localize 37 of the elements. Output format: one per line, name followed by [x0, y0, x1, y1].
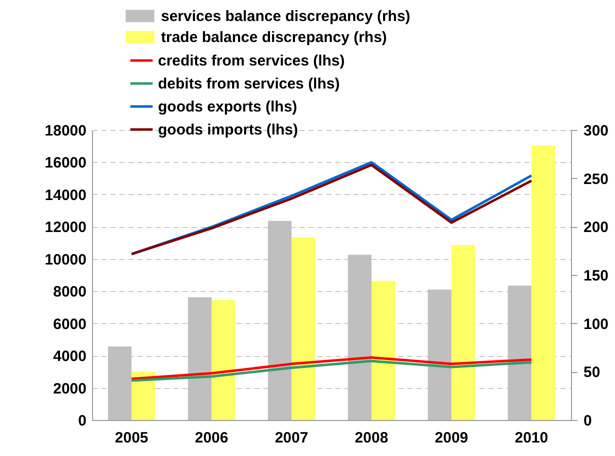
bar: [132, 372, 156, 420]
legend-label: debits from services (lhs): [158, 76, 340, 92]
x-tick-label: 2008: [354, 430, 388, 446]
y-tick-label: 6000: [53, 316, 86, 333]
y2-tick-label: 50: [584, 364, 600, 382]
x-tick-label: 2007: [274, 430, 308, 446]
y-tick-label: 0: [78, 412, 86, 430]
y-tick-label: 12000: [44, 219, 86, 236]
y-tick-label: 8000: [53, 284, 86, 301]
x-tick-label: 2006: [194, 430, 228, 446]
y-tick-label: 4000: [53, 348, 86, 366]
line-series: [130, 360, 533, 382]
bar: [451, 245, 476, 420]
y2-tick-label: 0: [584, 412, 592, 430]
bar: [292, 237, 316, 420]
x-tick-label: 2010: [514, 430, 548, 446]
line-series: [130, 356, 533, 380]
legend-label: goods exports (lhs): [158, 98, 298, 116]
bar: [212, 300, 236, 420]
y2-tick-label: 300: [584, 122, 609, 140]
y-tick-label: 16000: [44, 154, 86, 172]
bar: [371, 280, 396, 420]
y2-tick-label: 200: [584, 219, 609, 236]
x-tick-label: 2005: [114, 430, 148, 446]
legend-label: credits from services (lhs): [158, 52, 345, 70]
legend-label: goods imports (lhs): [158, 122, 298, 138]
bar: [531, 145, 556, 420]
y2-tick-label: 150: [584, 268, 609, 284]
x-tick-label: 2009: [434, 430, 468, 446]
legend-label: trade balance discrepancy (rhs): [161, 29, 387, 46]
y2-tick-label: 250: [584, 170, 609, 188]
y2-tick-label: 100: [584, 316, 609, 333]
y-tick-label: 14000: [44, 186, 86, 204]
y-tick-label: 10000: [44, 251, 86, 268]
y-tick-label: 2000: [53, 380, 86, 398]
legend-label: services balance discrepancy (rhs): [161, 8, 410, 25]
y-tick-label: 18000: [44, 122, 86, 140]
